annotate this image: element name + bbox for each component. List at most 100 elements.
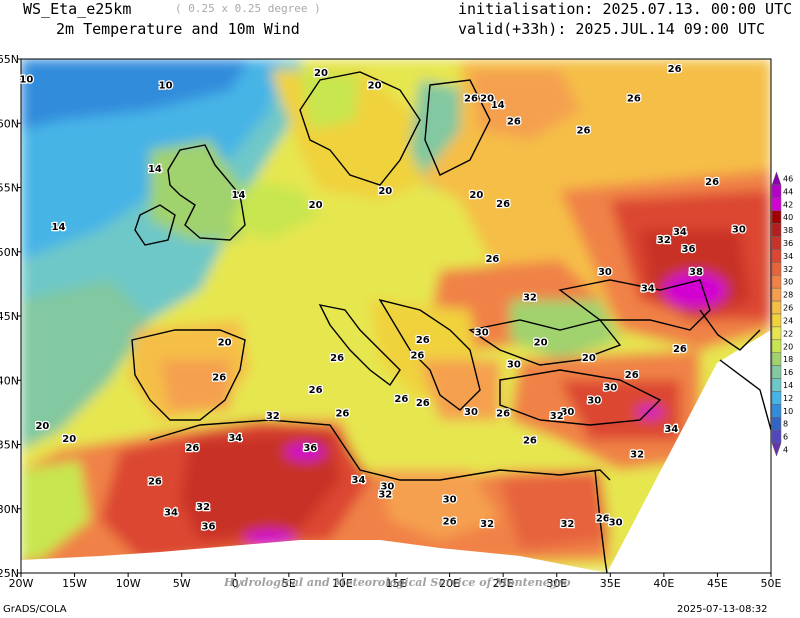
contour-label: 26 — [673, 344, 687, 355]
colorbar-swatch — [771, 184, 782, 199]
contour-label: 34 — [228, 433, 242, 444]
contour-label: 32 — [630, 449, 644, 460]
contour-label: 36 — [303, 443, 317, 454]
render-timestamp: 2025-07-13-08:32 — [677, 604, 768, 615]
contour-label: 20 — [62, 434, 76, 445]
contour-label: 30 — [560, 407, 574, 418]
valid-time: valid(+33h): 2025.JUL.14 09:00 UTC — [458, 20, 766, 38]
colorbar-swatch — [771, 378, 782, 392]
colorbar-swatch — [771, 417, 782, 431]
colorbar-label: 16 — [783, 368, 793, 377]
contour-label: 20 — [378, 186, 392, 197]
contour-label: 26 — [309, 385, 323, 396]
colorbar-label: 6 — [783, 433, 788, 442]
contour-label: 38 — [689, 267, 703, 278]
contour-label: 32 — [266, 411, 280, 422]
lat-tick-label: 60N — [0, 117, 19, 130]
contour-label: 30 — [475, 327, 489, 338]
colorbar-swatch — [771, 313, 782, 328]
lat-tick-label: 25N — [0, 567, 19, 580]
colorbar-label: 14 — [783, 381, 793, 390]
contour-label: 20 — [35, 421, 49, 432]
contour-label: 30 — [587, 396, 601, 407]
colorbar-label: 46 — [783, 174, 793, 183]
lat-tick-label: 35N — [0, 439, 19, 452]
outside-domain-mask — [21, 330, 771, 573]
contour-label: 26 — [496, 408, 510, 419]
contour-label: 32 — [560, 519, 574, 530]
lat-tick-label: 50N — [0, 246, 19, 259]
contour-labels: 1010141414142020202020202020202020262626… — [18, 63, 747, 534]
colorbar-label: 8 — [783, 420, 788, 429]
model-resolution: ( 0.25 x 0.25 degree ) — [175, 2, 321, 15]
contour-label: 26 — [596, 514, 610, 525]
lon-tick-label: 20W — [9, 577, 34, 590]
contour-label: 34 — [664, 424, 678, 435]
contour-label: 26 — [416, 335, 430, 346]
contour-label: 26 — [507, 117, 521, 128]
contour-label: 14 — [52, 222, 66, 233]
lat-tick-label: 30N — [0, 503, 19, 516]
contour-label: 26 — [496, 199, 510, 210]
contour-label: 10 — [19, 74, 33, 85]
colorbar-swatch — [771, 365, 782, 379]
contour-label: 26 — [416, 398, 430, 409]
contour-label: 20 — [480, 94, 494, 105]
colorbar-swatch — [771, 236, 782, 250]
colorbar-swatch — [771, 300, 782, 315]
contour-label: 26 — [705, 177, 719, 188]
colorbar-swatch — [771, 404, 782, 418]
contour-label: 32 — [550, 411, 564, 422]
colorbar-swatch — [771, 442, 782, 457]
colorbar-swatch — [771, 171, 782, 186]
lon-tick-label: 10E — [332, 577, 353, 590]
colorbar-swatch — [771, 210, 782, 224]
colorbar-swatch — [771, 197, 782, 211]
contour-label: 26 — [185, 443, 199, 454]
contour-label: 30 — [603, 383, 617, 394]
lon-tick-label: 50E — [761, 577, 782, 590]
contour-label: 26 — [625, 370, 639, 381]
colorbar-swatch — [771, 287, 782, 302]
contour-label: 20 — [582, 353, 596, 364]
contour-label: 14 — [491, 100, 505, 111]
colorbar-label: 32 — [783, 265, 793, 274]
contour-label: 26 — [212, 372, 226, 383]
contour-label: 34 — [164, 507, 178, 518]
colorbar-label: 36 — [783, 239, 793, 248]
initialisation-time: initialisation: 2025.07.13. 00:00 UTC — [458, 0, 793, 18]
lon-tick-label: 0 — [232, 577, 239, 590]
model-name: WS_Eta_e25km — [23, 0, 132, 18]
contour-label: 32 — [378, 489, 392, 500]
contour-label: 14 — [148, 164, 162, 175]
longitude-axis: 20W 15W 10W 5W 0 5E 10E 15E 20E 25E 30E 35E 40E 45E 50… — [9, 573, 782, 590]
contour-label: 26 — [335, 408, 349, 419]
lat-tick-label: 40N — [0, 374, 19, 387]
lon-tick-label: 15W — [62, 577, 87, 590]
lat-tick-label: 45N — [0, 310, 19, 323]
contour-label: 26 — [394, 394, 408, 405]
colorbar-swatch — [771, 249, 782, 263]
colorbar-label: 4 — [783, 446, 788, 455]
lat-tick-label: 55N — [0, 182, 19, 195]
lon-tick-label: 20E — [439, 577, 460, 590]
contour-label: 26 — [627, 94, 641, 105]
lon-tick-label: 30E — [546, 577, 567, 590]
colorbar-label: 10 — [783, 407, 793, 416]
contour-label: 32 — [480, 519, 494, 530]
contour-label: 36 — [682, 244, 696, 255]
lon-tick-label: 40E — [653, 577, 674, 590]
software-label: GrADS/COLA — [3, 604, 67, 615]
contour-label: 26 — [485, 254, 499, 265]
contour-label: 30 — [507, 360, 521, 371]
contour-label: 26 — [523, 435, 537, 446]
colorbar-label: 28 — [783, 291, 793, 300]
contour-label: 30 — [732, 225, 746, 236]
contour-label: 26 — [148, 476, 162, 487]
colorbar-label: 34 — [783, 252, 793, 261]
contour-label: 32 — [523, 293, 537, 304]
contour-label: 30 — [443, 494, 457, 505]
contour-label: 34 — [641, 284, 655, 295]
colorbar-label: 26 — [783, 304, 793, 313]
contour-label: 20 — [469, 190, 483, 201]
